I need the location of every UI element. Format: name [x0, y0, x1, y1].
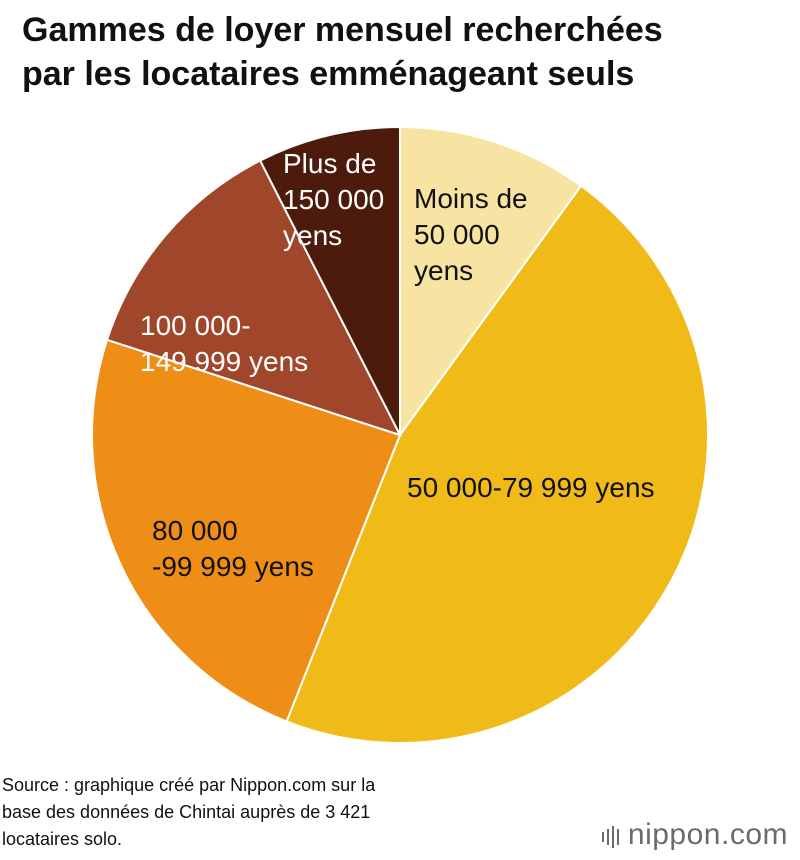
slice-label-1-line-2: 50 000 — [414, 219, 500, 250]
source-line-3: locataires solo. — [2, 829, 123, 849]
pie-slice-5 — [258, 125, 401, 436]
slice-label-2-line-1: 50 000-79 999 yens — [407, 472, 655, 503]
chart-title-line-2: par les locataires emménageant seuls — [22, 55, 635, 93]
chart-title: Gammes de loyer mensuel recherchées par … — [22, 8, 792, 96]
slice-label-5-line-1: Plus de — [283, 148, 376, 179]
source-line-2: base des données de Chintai auprès de 3 … — [2, 802, 371, 822]
slice-label-3-line-2: -99 999 yens — [152, 551, 314, 582]
slice-label-5: Plus de 150 000 yens — [283, 148, 384, 251]
pie-slice-4 — [105, 159, 402, 437]
pie-slice-1 — [399, 125, 583, 439]
slice-label-3-line-1: 80 000 — [152, 515, 238, 546]
chart-title-line-1: Gammes de loyer mensuel recherchées — [22, 11, 663, 49]
pie-slice-3 — [91, 338, 402, 723]
slice-label-4-line-1: 100 000- — [140, 310, 251, 341]
slice-label-5-line-2: 150 000 — [283, 184, 384, 215]
slice-label-2: 50 000-79 999 yens — [407, 472, 655, 503]
slice-label-1-line-1: Moins de — [414, 183, 528, 214]
slice-label-4-line-2: 149 999 yens — [140, 346, 308, 377]
source-note: Source : graphique créé par Nippon.com s… — [2, 772, 562, 853]
slice-label-5-line-3: yens — [283, 220, 342, 251]
slice-label-4: 100 000- 149 999 yens — [140, 310, 308, 377]
pie-slice-2 — [285, 184, 709, 744]
slice-label-1: Moins de 50 000 yens — [414, 183, 528, 286]
brand-name: nippon — [627, 818, 721, 851]
brand-suffix: .com — [720, 818, 788, 851]
source-line-1: Source : graphique créé par Nippon.com s… — [2, 775, 376, 795]
brand-bars-icon — [601, 819, 622, 853]
brand-logo: nippon.com — [601, 818, 788, 853]
slice-label-1-line-3: yens — [414, 255, 473, 286]
slice-label-3: 80 000 -99 999 yens — [152, 515, 314, 582]
